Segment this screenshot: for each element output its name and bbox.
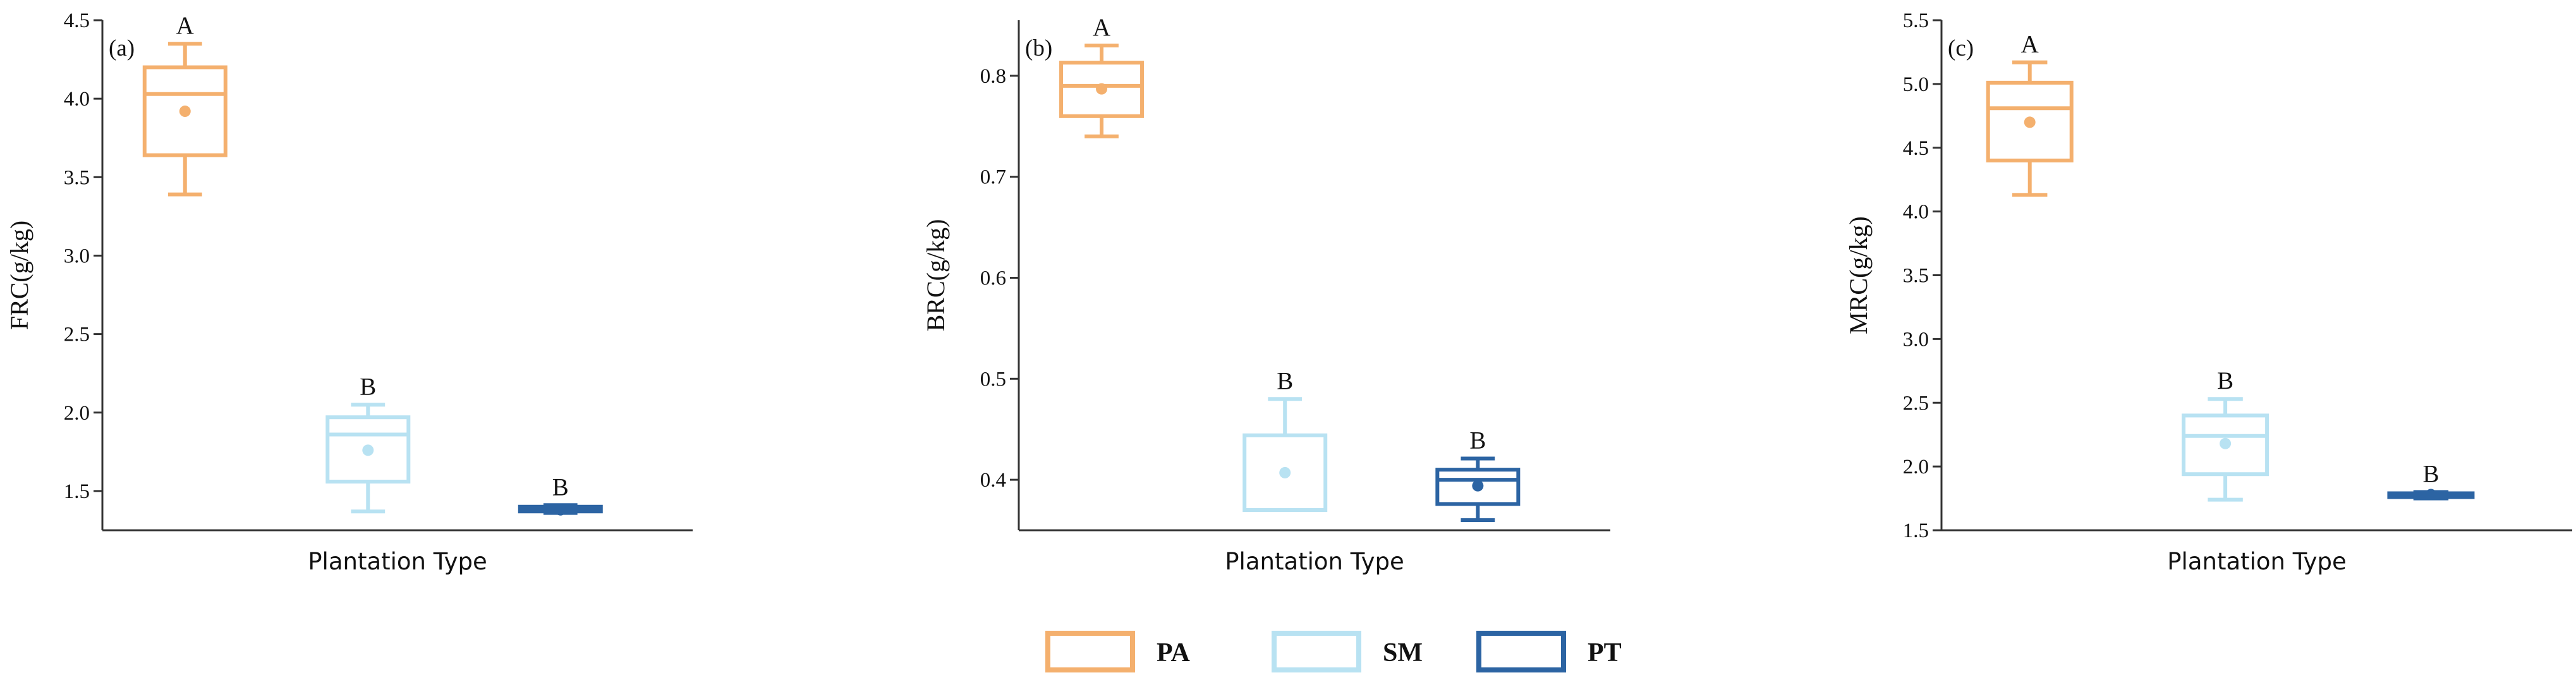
panel-label: (a) [109, 35, 135, 61]
mean-marker [2425, 489, 2437, 501]
y-tick-label: 1.5 [64, 480, 90, 503]
y-tick-label: 2.0 [1903, 456, 1929, 478]
box-sm: B [2182, 367, 2269, 502]
y-tick-label: 2.5 [1903, 392, 1929, 415]
box-iqr [1435, 468, 1521, 506]
y-tick-label: 0.8 [980, 65, 1006, 88]
y-tick-label: 0.6 [980, 267, 1006, 289]
significance-label: B [552, 473, 569, 501]
significance-label: A [1093, 14, 1110, 41]
significance-label: B [360, 373, 376, 400]
y-tick-label: 3.0 [64, 245, 90, 267]
box-iqr [325, 415, 411, 484]
mean-marker [1096, 83, 1108, 95]
y-tick-label: 2.0 [64, 402, 90, 425]
mean-marker [2024, 116, 2036, 128]
significance-label: A [2021, 31, 2039, 58]
x-axis-title: Plantation Type [308, 548, 487, 575]
significance-label: A [176, 12, 194, 39]
box-pa: A [142, 12, 228, 197]
significance-label: B [2422, 460, 2439, 487]
mean-marker [554, 504, 566, 516]
y-tick-label: 3.0 [1903, 328, 1929, 351]
box-iqr [1986, 80, 2074, 162]
box-pa: A [1986, 31, 2074, 197]
y-axis-title: BRC(g/kg) [921, 219, 950, 332]
box-iqr [142, 65, 228, 157]
y-tick-label: 0.5 [980, 368, 1006, 391]
box-pa: A [1059, 14, 1145, 138]
x-axis-title: Plantation Type [2167, 548, 2347, 575]
y-tick-label: 3.5 [1903, 265, 1929, 288]
mean-marker [179, 106, 191, 118]
mean-marker [362, 444, 374, 456]
legend-swatch [1045, 631, 1135, 672]
legend: PA SM PT [1045, 631, 1622, 672]
box-sm: B [325, 373, 411, 514]
panel-1: 1.5 2.0 2.5 3.0 3.5 4.0 4.5 FRC(g/kg) Plantation… [5, 9, 693, 575]
significance-label: B [2217, 367, 2233, 394]
y-tick-label: 2.5 [64, 324, 90, 346]
panel-2: 0.4 0.5 0.6 0.7 0.8 BRC(g/kg) Plantation Type (… [921, 14, 1610, 575]
legend-item-pa: PA [1045, 631, 1191, 672]
y-tick-label: 0.7 [980, 166, 1006, 189]
mean-marker [1279, 466, 1291, 478]
significance-label: B [1277, 367, 1293, 394]
mean-marker [1472, 480, 1484, 492]
significance-label: B [1469, 427, 1486, 454]
y-tick-label: 1.5 [1903, 520, 1929, 542]
legend-item-pt: PT [1476, 631, 1622, 672]
y-tick-label: 0.4 [980, 469, 1006, 492]
box-pt: B [518, 473, 603, 516]
panel-label: (c) [1948, 35, 1974, 61]
panels: 1.5 2.0 2.5 3.0 3.5 4.0 4.5 FRC(g/kg) Plantation… [5, 9, 2572, 575]
box-pt: B [2387, 460, 2475, 501]
box-sm: B [1242, 367, 1328, 513]
y-tick-label: 4.0 [64, 88, 90, 111]
panel-3: 1.5 2.0 2.5 3.0 3.5 4.0 4.5 5.0 5.5 MRC(g/kg) Plan… [1844, 9, 2572, 575]
y-tick-label: 5.0 [1903, 73, 1929, 96]
y-tick-label: 3.5 [64, 166, 90, 189]
y-tick-label: 5.5 [1903, 9, 1929, 32]
legend-label: PA [1157, 638, 1191, 667]
panel-label: (b) [1025, 35, 1052, 61]
box-iqr [2182, 413, 2269, 477]
y-axis-title: FRC(g/kg) [5, 221, 33, 330]
legend-swatch [1272, 631, 1361, 672]
box-iqr [1059, 61, 1145, 118]
y-tick-label: 4.5 [1903, 137, 1929, 160]
y-tick-label: 4.5 [64, 9, 90, 32]
legend-label: PT [1588, 638, 1622, 667]
y-tick-label: 4.0 [1903, 201, 1929, 224]
x-axis-title: Plantation Type [1225, 548, 1404, 575]
mean-marker [2220, 437, 2232, 449]
box-pt: B [1435, 427, 1521, 523]
legend-swatch [1476, 631, 1566, 672]
legend-label: SM [1383, 638, 1423, 667]
y-axis-title: MRC(g/kg) [1844, 216, 1873, 334]
legend-item-sm: SM [1272, 631, 1423, 672]
